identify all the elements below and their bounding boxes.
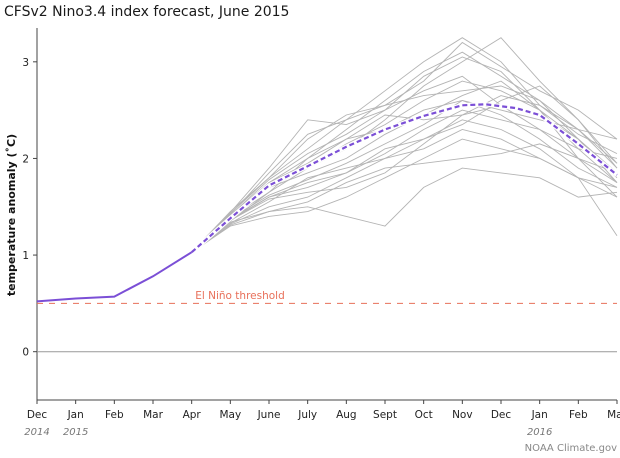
ensemble-member-line — [191, 85, 618, 253]
ensemble-mean-halo — [190, 102, 619, 254]
y-tick-label: 3 — [22, 57, 29, 69]
x-tick-label: Nov — [452, 409, 473, 421]
ensemble-member-line — [191, 95, 618, 253]
year-label: 2016 — [527, 427, 552, 438]
x-tick-label: Dec — [27, 409, 48, 421]
plot-area: 0 1 2 3 Dec Jan Feb Mar Apr May June July Aug Sept Oct… — [22, 28, 620, 438]
ensemble-member-line — [191, 41, 618, 253]
x-tick-label: Apr — [183, 409, 202, 421]
ensemble-member-line — [191, 56, 618, 253]
x-tick-label: June — [257, 409, 281, 421]
ensemble-member-line — [191, 100, 618, 253]
y-axis-label: temperature anomaly (˚C) — [5, 134, 18, 296]
ensemble-member-line — [191, 143, 618, 253]
x-tick-label: Oct — [415, 409, 433, 421]
y-tick-label: 1 — [22, 250, 29, 262]
y-tick-label: 2 — [22, 153, 29, 165]
year-label: 2015 — [63, 427, 88, 438]
ensemble-member-line — [191, 80, 618, 253]
x-tick-label: Aug — [336, 409, 357, 421]
y-tick-label: 0 — [22, 347, 29, 359]
x-tick-label: Mar — [143, 409, 163, 421]
ensemble-member-line — [191, 85, 618, 253]
x-tick-label: Feb — [105, 409, 124, 421]
ensemble-mean-line — [190, 103, 618, 254]
ensemble-member-line — [191, 51, 618, 253]
x-tick-label: Feb — [569, 409, 588, 421]
x-tick-label: Jan — [531, 409, 548, 421]
x-tick-label: May — [219, 409, 241, 421]
ensemble-member-line — [191, 119, 618, 253]
x-tick-label: July — [297, 409, 317, 421]
x-tick-label: Sept — [373, 409, 397, 421]
chart-title: CFSv2 Nino3.4 index forecast, June 2015 — [4, 4, 289, 20]
ensemble-member-line — [191, 129, 618, 253]
x-tick-label: Dec — [491, 409, 512, 421]
threshold-label: El Niño threshold — [195, 290, 285, 302]
year-label: 2014 — [24, 427, 49, 438]
ensemble-member-line — [191, 109, 618, 253]
x-tick-label: Mar — [607, 409, 620, 421]
ensemble-member-line — [191, 167, 618, 253]
ensemble-member-line — [191, 80, 618, 253]
credit-label: NOAA Climate.gov — [525, 443, 617, 454]
x-tick-label: Jan — [67, 409, 84, 421]
observed-line — [36, 251, 193, 303]
